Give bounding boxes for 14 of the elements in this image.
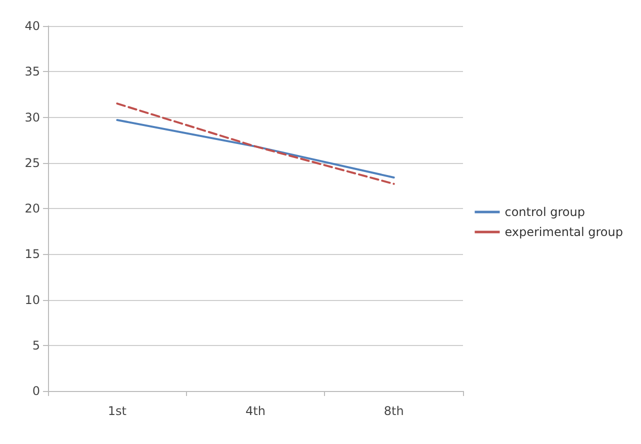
legend-label: control group xyxy=(504,205,585,219)
y-tick-label: 10 xyxy=(24,292,40,307)
y-tick-label: 30 xyxy=(24,110,40,124)
y-tick-label: 5 xyxy=(32,338,40,352)
x-tick-label: 4th xyxy=(246,404,266,418)
y-tick-label: 25 xyxy=(24,156,40,170)
y-tick-label: 15 xyxy=(24,247,40,262)
y-tick-label: 0 xyxy=(32,384,40,398)
x-tick-label: 1st xyxy=(108,404,127,418)
x-tick-label: 8th xyxy=(384,404,404,418)
y-tick-label: 40 xyxy=(24,19,40,33)
y-tick-label: 20 xyxy=(24,202,40,216)
legend-label: experimental group xyxy=(504,225,624,239)
y-tick-label: 35 xyxy=(24,64,40,79)
